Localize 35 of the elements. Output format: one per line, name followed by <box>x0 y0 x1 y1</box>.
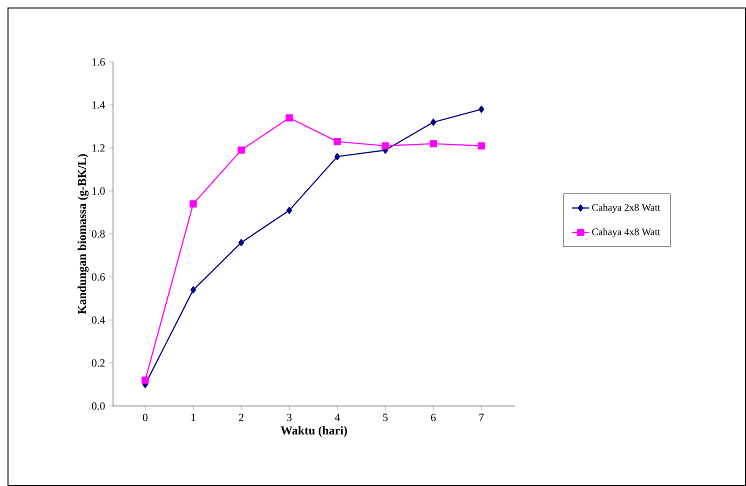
y-tick-label: 0.6 <box>92 273 105 281</box>
x-tick-label: 6 <box>431 414 436 422</box>
x-tick-label: 7 <box>479 414 484 421</box>
y-tick-label: 0.2 <box>92 359 105 367</box>
x-tick-label: 3 <box>287 414 292 422</box>
x-tick-label: 2 <box>238 414 244 422</box>
y-tick-label: 0.0 <box>92 402 105 410</box>
y-axis-title: Kandungan biomassa (g-BK/L) <box>78 154 89 314</box>
point <box>190 286 196 294</box>
point <box>190 200 197 208</box>
x-tick-label: 4 <box>334 414 340 422</box>
x-tick-label: 0 <box>142 414 148 422</box>
x-tick-label: 5 <box>383 414 388 422</box>
y-tick-label: 1.2 <box>92 144 105 152</box>
x-tick-label: 1 <box>191 414 196 422</box>
legend-label: Cahaya 4x8 Watt <box>592 228 660 238</box>
point <box>286 206 292 214</box>
point <box>430 118 436 126</box>
y-tick-label: 1.6 <box>92 58 105 66</box>
y-tick-label: 0.8 <box>92 230 105 238</box>
point <box>334 152 340 160</box>
point <box>238 238 244 246</box>
x-axis-title: Waktu (hari) <box>280 426 347 437</box>
point <box>238 146 245 154</box>
legend-label: Cahaya 2x8 Watt <box>592 204 660 213</box>
point <box>478 106 484 113</box>
point <box>334 138 341 146</box>
y-tick-label: 0.4 <box>92 316 106 324</box>
point <box>430 140 437 148</box>
y-tick-label: 1.4 <box>92 101 106 109</box>
point <box>478 142 485 150</box>
y-tick-label: 1.0 <box>92 187 105 195</box>
point <box>286 114 293 122</box>
point <box>382 142 389 150</box>
point <box>142 376 149 384</box>
